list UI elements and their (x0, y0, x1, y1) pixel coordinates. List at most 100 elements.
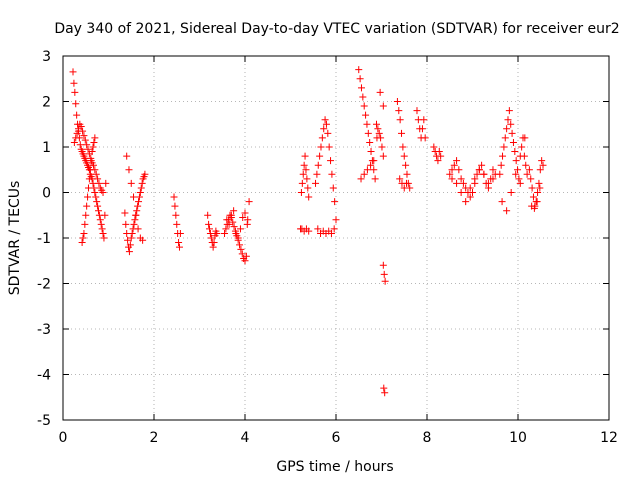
data-point (86, 166, 94, 174)
y-tick-label: -3 (37, 322, 51, 338)
data-point (134, 202, 142, 210)
data-point (528, 184, 536, 192)
data-point (364, 129, 372, 137)
data-point (314, 225, 322, 233)
data-point (210, 239, 218, 247)
data-point (366, 138, 374, 146)
y-tick-label: -5 (37, 413, 51, 429)
plot-frame (62, 55, 610, 421)
data-point (241, 209, 249, 217)
data-point (496, 170, 504, 178)
data-point (92, 170, 100, 178)
data-point (359, 93, 367, 101)
data-point (500, 143, 508, 151)
x-tick-label: 12 (600, 430, 618, 446)
data-point (512, 157, 520, 165)
data-point (522, 161, 530, 169)
data-point (403, 179, 411, 187)
data-point (371, 175, 379, 183)
data-point (420, 116, 428, 124)
data-point (79, 127, 87, 135)
data-point (462, 198, 470, 206)
data-point (370, 166, 378, 174)
data-point (484, 179, 492, 187)
data-point (437, 152, 445, 160)
data-point (72, 100, 80, 108)
data-point (515, 175, 523, 183)
data-point (360, 170, 368, 178)
data-point (379, 102, 387, 110)
data-point (237, 245, 245, 253)
data-point (230, 207, 238, 215)
data-point (512, 170, 520, 178)
data-point (400, 152, 408, 160)
data-point (396, 116, 404, 124)
data-point (435, 148, 443, 156)
data-point (99, 229, 107, 237)
data-point (80, 229, 88, 237)
data-point (322, 120, 330, 128)
data-point (133, 207, 141, 215)
data-point (77, 123, 85, 131)
data-point (172, 211, 180, 219)
y-tick-label: 0 (42, 186, 51, 202)
data-point (450, 161, 458, 169)
data-point (124, 236, 132, 244)
data-point (303, 175, 311, 183)
y-tick-label: -1 (37, 231, 51, 247)
data-point (91, 134, 99, 142)
data-point (84, 145, 92, 153)
data-point (122, 220, 130, 228)
data-point (480, 170, 488, 178)
data-point (328, 170, 336, 178)
data-point (222, 225, 230, 233)
data-point (475, 166, 483, 174)
data-point (466, 184, 474, 192)
data-point (123, 152, 131, 160)
data-point (121, 209, 129, 217)
data-point (331, 198, 339, 206)
data-point (357, 84, 365, 92)
data-point (511, 148, 519, 156)
data-point (206, 225, 214, 233)
data-point (509, 138, 517, 146)
data-point (448, 175, 456, 183)
data-point (79, 234, 87, 242)
data-point (312, 179, 320, 187)
data-point (516, 152, 524, 160)
data-point (380, 270, 388, 278)
data-point (375, 129, 383, 137)
data-point (379, 152, 387, 160)
data-point (317, 143, 325, 151)
data-point (356, 75, 364, 83)
data-point (403, 170, 411, 178)
data-point (175, 243, 183, 251)
x-tick-label: 10 (509, 430, 527, 446)
data-points (69, 66, 547, 397)
data-point (69, 68, 77, 76)
data-point (521, 134, 529, 142)
data-point (127, 234, 135, 242)
data-point (91, 189, 99, 196)
data-point (314, 161, 322, 169)
data-point (82, 211, 90, 219)
data-point (207, 234, 215, 242)
data-point (539, 161, 547, 169)
data-point (497, 161, 505, 169)
data-point (536, 166, 544, 174)
data-point (523, 170, 531, 178)
data-point (204, 211, 212, 219)
y-axis-label: SDTVAR / TECUs (7, 181, 23, 296)
data-point (529, 193, 537, 201)
data-point (298, 179, 306, 187)
data-point (70, 138, 78, 146)
data-point (489, 175, 497, 183)
data-point (381, 277, 389, 285)
data-point (171, 202, 179, 210)
x-tick-label: 0 (59, 430, 68, 446)
data-point (503, 125, 511, 133)
data-point (327, 229, 335, 237)
data-point (534, 189, 542, 196)
data-point (229, 218, 237, 226)
